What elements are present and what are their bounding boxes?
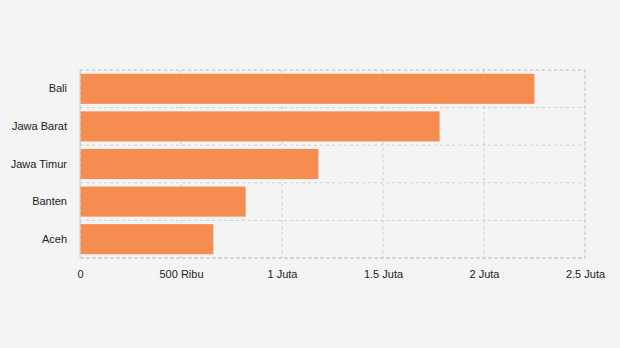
bars	[80, 74, 535, 254]
tick: 1.5 Juta	[364, 258, 404, 280]
grid-line	[585, 70, 586, 258]
grid-line	[80, 107, 585, 108]
tick: 0	[77, 258, 83, 280]
tick: 1 Juta	[268, 258, 299, 280]
tick-label: 1.5 Juta	[364, 268, 404, 280]
tick-label: 0	[77, 268, 83, 280]
x-axis: 0 500 Ribu 1 Juta 1.5 Juta 2 Juta 2.5 Juta	[77, 258, 606, 280]
tick-label: Jawa Timur	[11, 158, 68, 170]
tick: Banten	[32, 195, 80, 207]
tick-label: Bali	[49, 82, 67, 94]
chart: 0 500 Ribu 1 Juta 1.5 Juta 2 Juta 2.5 Juta Bal…	[0, 0, 620, 348]
bar	[80, 149, 318, 179]
tick-label: Banten	[32, 195, 67, 207]
tick-label: 2.5 Juta	[566, 268, 606, 280]
plot-frame	[80, 70, 585, 258]
bar	[80, 111, 440, 141]
plot: 0 500 Ribu 1 Juta 1.5 Juta 2 Juta 2.5 Juta Bal…	[11, 70, 606, 280]
grid-line	[80, 182, 585, 183]
tick: 2.5 Juta	[566, 258, 606, 280]
tick-label: Aceh	[42, 233, 67, 245]
tick-label: Jawa Barat	[12, 120, 67, 132]
tick: 500 Ribu	[159, 258, 203, 280]
tick-label: 2 Juta	[470, 268, 501, 280]
grid-line	[80, 145, 585, 146]
tick-label: 500 Ribu	[159, 268, 203, 280]
tick: Bali	[49, 82, 80, 94]
bar	[80, 187, 246, 217]
tick-label: 1 Juta	[268, 268, 299, 280]
bar	[80, 74, 535, 104]
tick: Jawa Barat	[12, 120, 80, 132]
y-axis: Bali Jawa Barat Jawa Timur Banten Aceh	[11, 71, 81, 259]
tick: Jawa Timur	[11, 158, 80, 170]
tick: 2 Juta	[470, 258, 501, 280]
bar	[80, 224, 213, 254]
tick: Aceh	[42, 233, 80, 245]
grid	[80, 70, 585, 258]
grid-line	[80, 220, 585, 221]
